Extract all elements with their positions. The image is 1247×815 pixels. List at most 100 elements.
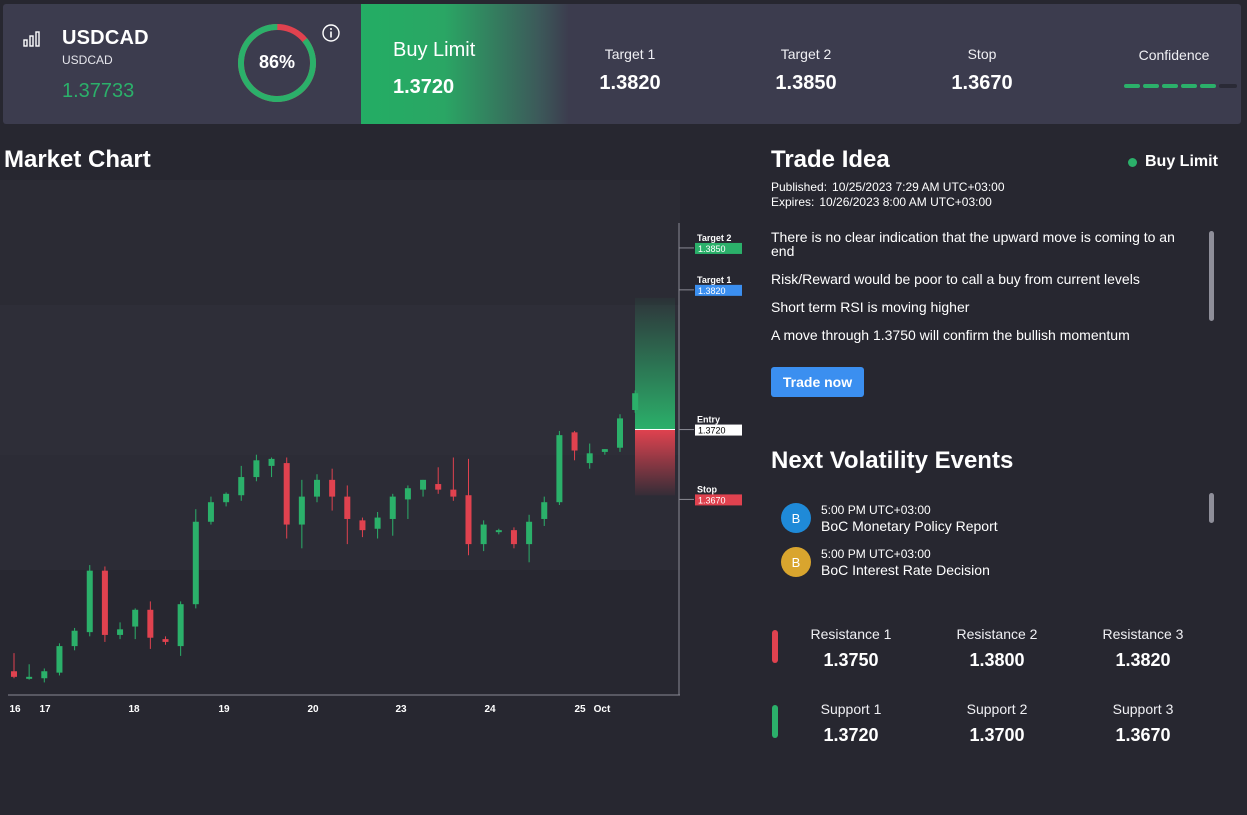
support-1-label: Support 1 xyxy=(820,701,882,717)
trade-idea-title: Trade Idea xyxy=(771,146,890,173)
candle-body xyxy=(435,484,442,490)
support-2: Support 2 1.3700 xyxy=(927,701,1067,746)
trade-status-label: Buy Limit xyxy=(1145,153,1218,170)
support-3-value: 1.3670 xyxy=(1115,725,1171,745)
candle-body xyxy=(541,502,548,519)
candle-body xyxy=(374,517,381,529)
candle-body xyxy=(617,418,623,448)
x-tick-label: 16 xyxy=(9,704,21,715)
trade-now-button[interactable]: Trade now xyxy=(771,367,864,397)
level-value: 1.3850 xyxy=(698,244,726,254)
candle-body xyxy=(41,671,48,679)
confidence-segment xyxy=(1219,84,1237,88)
resistance-1-value: 1.3750 xyxy=(823,650,879,670)
event-item[interactable]: B 5:00 PM UTC+03:00 BoC Interest Rate De… xyxy=(781,547,990,579)
resistance-2: Resistance 2 1.3800 xyxy=(927,626,1067,671)
expires-label: Expires: xyxy=(771,195,815,209)
level-name: Stop xyxy=(697,484,717,494)
support-marker xyxy=(772,705,778,738)
candle-body xyxy=(526,521,533,545)
candle-body xyxy=(495,530,502,533)
candle-body xyxy=(556,435,563,503)
candle-body xyxy=(253,460,260,478)
candle-body xyxy=(450,489,457,497)
x-tick-label: 24 xyxy=(484,704,496,715)
chart-band xyxy=(0,455,680,570)
candle-body xyxy=(329,479,336,497)
candle-body xyxy=(207,502,214,522)
x-tick-label: 20 xyxy=(307,704,319,715)
resistance-3-value: 1.3820 xyxy=(1115,650,1171,670)
confidence-segment xyxy=(1124,84,1140,88)
level-tag xyxy=(695,494,742,506)
level-name: Target 2 xyxy=(697,233,731,243)
stop-column: Stop 1.3670 xyxy=(912,46,1052,95)
status-dot-icon xyxy=(1128,157,1137,167)
expires-row: Expires: 10/26/2023 8:00 AM UTC+03:00 xyxy=(771,195,992,209)
candle-body xyxy=(26,676,33,679)
bullet-item: Risk/Reward would be poor to call a buy … xyxy=(771,271,1140,287)
target-1-column: Target 1 1.3820 xyxy=(560,46,700,95)
confidence-meter xyxy=(1124,84,1237,88)
target-2-column: Target 2 1.3850 xyxy=(736,46,876,95)
event-time: 5:00 PM UTC+03:00 xyxy=(821,503,931,517)
candle-body xyxy=(162,639,169,642)
trade-idea-scrollbar[interactable] xyxy=(1209,231,1214,321)
event-name: BoC Interest Rate Decision xyxy=(821,562,990,578)
candle-body xyxy=(177,604,184,647)
confidence-segment xyxy=(1162,84,1178,88)
target-1-value: 1.3820 xyxy=(599,72,661,94)
probability-gauge xyxy=(238,23,316,102)
x-tick-label: 25 xyxy=(574,704,586,715)
events-scrollbar[interactable] xyxy=(1209,493,1214,523)
published-label: Published: xyxy=(771,180,828,194)
candle-body xyxy=(344,496,351,519)
support-2-label: Support 2 xyxy=(966,701,1028,717)
target-1-label: Target 1 xyxy=(604,46,656,62)
confidence-column: Confidence xyxy=(1104,47,1241,63)
info-icon[interactable] xyxy=(321,23,341,43)
volatility-title: Next Volatility Events xyxy=(771,447,1014,474)
event-time: 5:00 PM UTC+03:00 xyxy=(821,547,931,561)
candle-body xyxy=(71,630,78,647)
candle-body xyxy=(147,609,154,638)
resistance-1: Resistance 1 1.3750 xyxy=(781,626,921,671)
bullet-item: Short term RSI is moving higher xyxy=(771,299,970,315)
support-3: Support 3 1.3670 xyxy=(1073,701,1213,746)
action-label: Buy Limit xyxy=(393,39,476,61)
target-2-label: Target 2 xyxy=(780,46,832,62)
bullet-item: A move through 1.3750 will confirm the b… xyxy=(771,327,1130,343)
x-tick-label: 23 xyxy=(395,704,407,715)
loss-zone xyxy=(635,429,675,496)
x-tick-label: 18 xyxy=(128,704,140,715)
event-name: BoC Monetary Policy Report xyxy=(821,518,998,534)
resistance-2-value: 1.3800 xyxy=(969,650,1025,670)
support-3-label: Support 3 xyxy=(1112,701,1174,717)
support-1: Support 1 1.3720 xyxy=(781,701,921,746)
candle-body xyxy=(586,453,593,464)
published-value: 10/25/2023 7:29 AM UTC+03:00 xyxy=(832,180,1005,194)
candle-body xyxy=(132,609,139,627)
candle-body xyxy=(56,646,63,673)
profit-zone xyxy=(635,297,675,430)
candle-body xyxy=(298,496,305,525)
event-badge: B xyxy=(781,547,811,577)
candle-body xyxy=(86,570,93,633)
chart-title: Market Chart xyxy=(4,146,151,173)
level-tag xyxy=(695,242,742,254)
target-2-value: 1.3850 xyxy=(775,72,837,94)
candle-body xyxy=(420,479,427,490)
level-name: Entry xyxy=(697,415,720,425)
chart-band xyxy=(0,305,680,455)
resistance-3: Resistance 3 1.3820 xyxy=(1073,626,1213,671)
resistance-3-label: Resistance 3 xyxy=(1102,626,1184,642)
event-item[interactable]: B 5:00 PM UTC+03:00 BoC Monetary Policy … xyxy=(781,503,998,535)
candle-body xyxy=(11,671,17,677)
entry-value: 1.3720 xyxy=(393,76,455,98)
candle-body xyxy=(510,530,517,545)
support-2-value: 1.3700 xyxy=(969,725,1025,745)
candle-body xyxy=(268,458,275,466)
trade-status: Buy Limit xyxy=(1128,153,1218,171)
candle-body xyxy=(223,493,230,503)
